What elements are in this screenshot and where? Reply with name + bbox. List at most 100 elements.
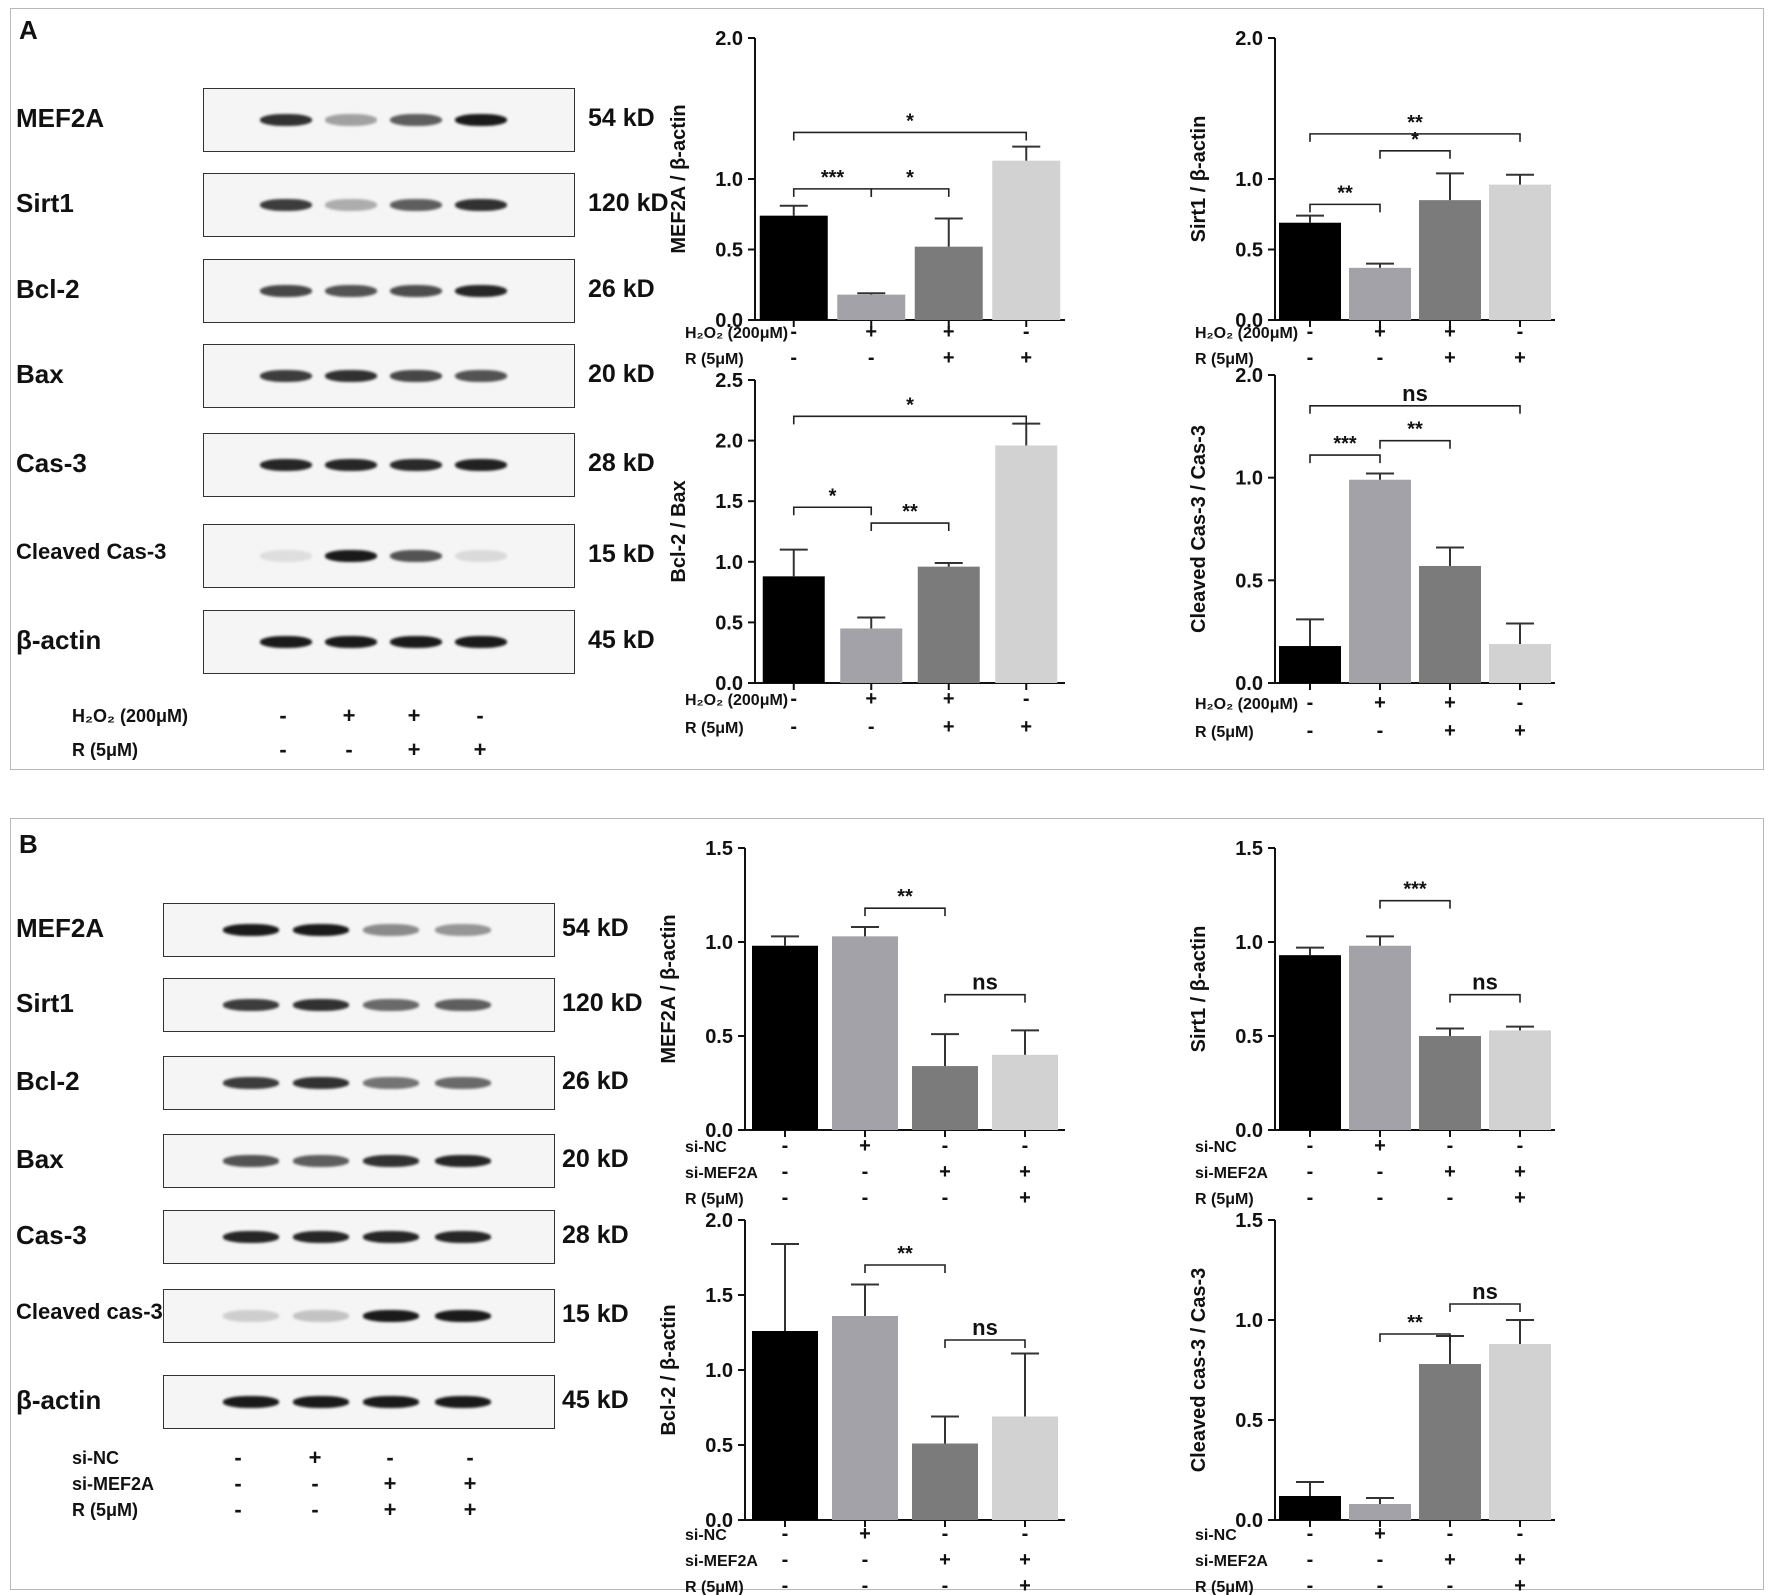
blot-band [293, 999, 349, 1011]
blot-band [293, 1396, 349, 1408]
y-tick-label: 1.5 [705, 1285, 733, 1307]
condition-sign: - [1307, 1549, 1314, 1571]
chart-b-bcl2-bactin: 0.0 0.5 1.0 1.5 2.0 Bcl-2 / β-actin ** ns si-NC -… [658, 1210, 1065, 1595]
condition-sign: + [1444, 321, 1456, 343]
blot-band [223, 1231, 279, 1243]
significance-label: ns [1402, 381, 1428, 406]
blot-band [390, 199, 442, 211]
y-tick-label: 0.5 [715, 240, 743, 262]
bar [752, 945, 818, 1130]
condition-sign: + [1374, 1135, 1386, 1157]
bar [1279, 955, 1341, 1130]
blot-band [260, 550, 312, 562]
condition-label: R (5μM) [685, 1191, 744, 1208]
condition-sign: - [1023, 321, 1030, 343]
condition-sign: + [1019, 1187, 1031, 1209]
condition-sign: + [1444, 347, 1456, 369]
condition-label: R (5μM) [685, 720, 744, 737]
condition-label: R (5μM) [1195, 1579, 1254, 1595]
condition-sign: - [466, 1445, 474, 1470]
significance-bracket [792, 131, 1028, 141]
significance-bracket [792, 415, 1028, 425]
blot-band [435, 1077, 491, 1089]
blot-band [260, 459, 312, 471]
significance-bracket [1449, 993, 1521, 1003]
blot-band [223, 999, 279, 1011]
blot-band [293, 1077, 349, 1089]
blot-band [455, 370, 507, 382]
condition-sign: - [782, 1575, 789, 1595]
y-tick-label: 2.0 [1235, 28, 1263, 50]
blot-label: Bcl-2 [16, 274, 80, 304]
condition-sign: - [1377, 1161, 1384, 1183]
significance-bracket [944, 1339, 1026, 1348]
condition-sign: - [862, 1549, 869, 1571]
condition-sign: + [463, 1471, 477, 1496]
condition-sign: + [1020, 716, 1032, 738]
bar [912, 1443, 978, 1520]
condition-sign: + [1514, 1161, 1526, 1183]
condition-sign: + [1444, 720, 1456, 742]
condition-sign: + [1514, 1187, 1526, 1209]
condition-sign: - [1517, 692, 1524, 714]
blot-band [363, 999, 419, 1011]
condition-label: si-NC [1195, 1527, 1237, 1544]
bar [1419, 1364, 1481, 1520]
condition-sign: + [407, 703, 421, 728]
significance-label: * [906, 110, 914, 132]
panel-b-letter: B [19, 829, 38, 859]
blot-image [163, 978, 555, 1032]
condition-sign: + [1514, 347, 1526, 369]
significance-label: *** [1403, 879, 1427, 901]
condition-sign: + [1444, 1161, 1456, 1183]
condition-sign: - [1377, 1549, 1384, 1571]
significance-bracket [870, 188, 950, 197]
bar [1279, 222, 1341, 320]
condition-sign: - [1447, 1187, 1454, 1209]
condition-sign: + [1020, 347, 1032, 369]
blot-band [363, 1310, 419, 1322]
y-tick-label: 1.0 [705, 1360, 733, 1382]
blot-band [455, 114, 507, 126]
condition-sign: + [1374, 692, 1386, 714]
condition-sign: - [1022, 1135, 1029, 1157]
bar [1419, 565, 1481, 683]
y-tick-label: 0.5 [1235, 1410, 1263, 1432]
y-tick-label: 2.0 [1235, 365, 1263, 387]
condition-sign: - [1307, 1135, 1314, 1157]
blot-band [223, 1077, 279, 1089]
bar [759, 215, 828, 320]
condition-label: si-MEF2A [685, 1553, 758, 1570]
blot-band [223, 1310, 279, 1322]
condition-sign: + [1019, 1161, 1031, 1183]
condition-sign: - [1447, 1135, 1454, 1157]
condition-sign: - [476, 703, 484, 728]
bar [1349, 267, 1411, 320]
condition-sign: + [1019, 1575, 1031, 1595]
condition-sign: - [279, 737, 287, 762]
condition-sign: - [1447, 1523, 1454, 1545]
blot-band [435, 999, 491, 1011]
condition-sign: + [1444, 692, 1456, 714]
blot-band [435, 1155, 491, 1167]
bar [1349, 945, 1411, 1130]
significance-bracket [1309, 405, 1521, 414]
blot-label: β-actin [16, 1385, 102, 1415]
blot-band [325, 636, 377, 648]
blot-band [293, 1231, 349, 1243]
bar [762, 576, 825, 683]
condition-sign: - [1517, 321, 1524, 343]
bar [1279, 1496, 1341, 1520]
y-axis-label: MEF2A / β-actin [668, 104, 690, 253]
bar [995, 445, 1058, 683]
condition-sign: - [1307, 1575, 1314, 1595]
condition-label: H₂O₂ (200μM) [1195, 696, 1298, 713]
condition-sign: + [943, 688, 955, 710]
significance-label: ns [1472, 1279, 1498, 1304]
y-axis-label: Bcl-2 / β-actin [658, 1304, 680, 1435]
condition-label: si-NC [685, 1139, 727, 1156]
y-tick-label: 0.5 [1235, 1026, 1263, 1048]
bar [1349, 479, 1411, 683]
condition-label: R (5μM) [685, 1579, 744, 1595]
condition-sign: - [311, 1471, 319, 1496]
